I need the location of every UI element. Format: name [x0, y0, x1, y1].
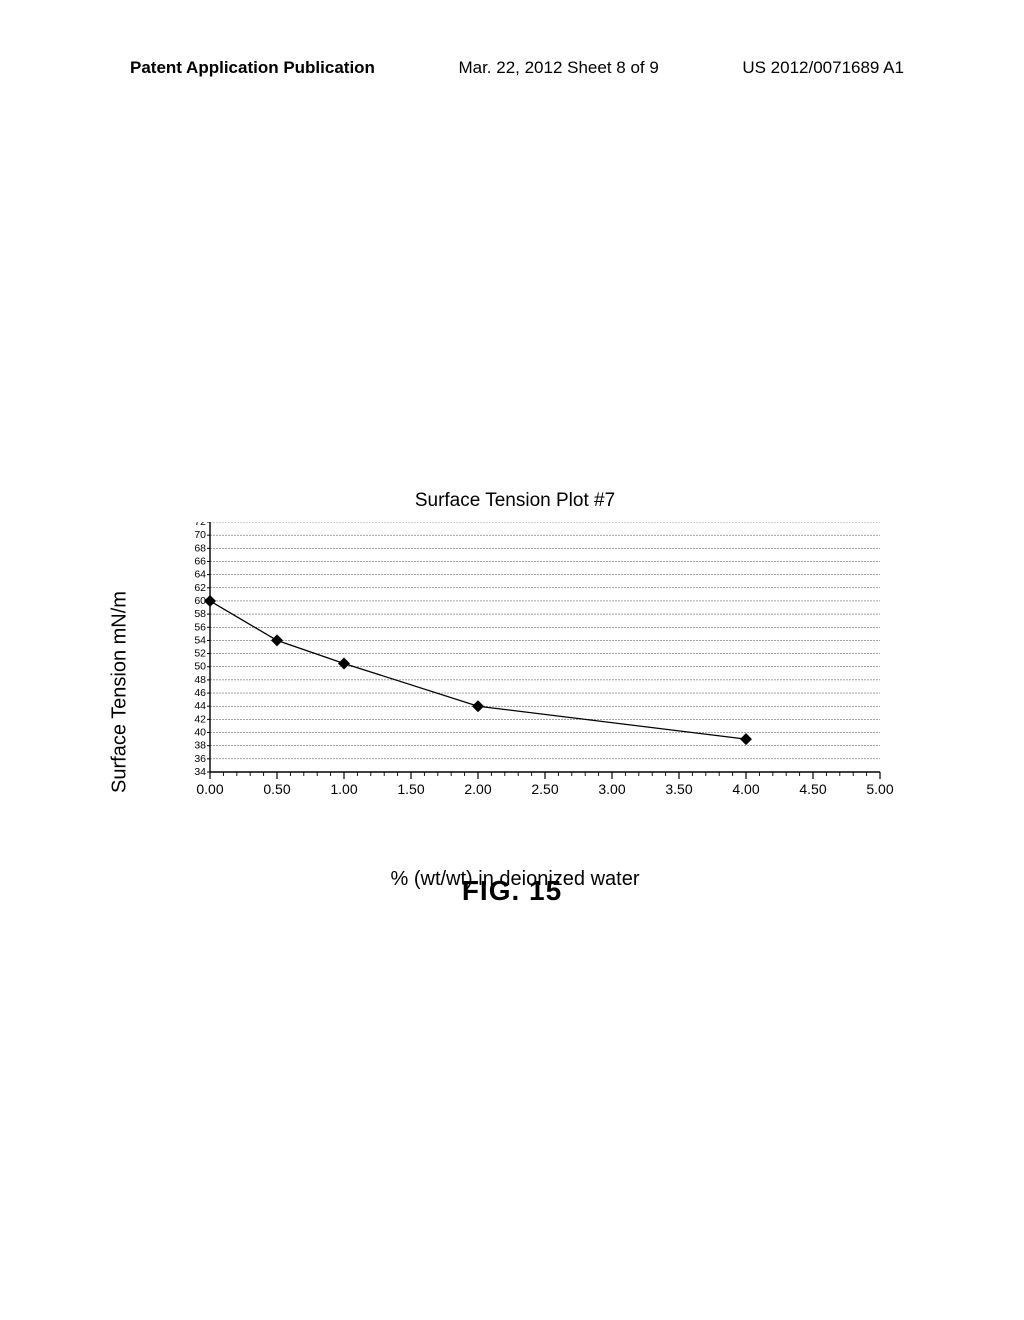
svg-text:52: 52	[194, 648, 206, 660]
chart-svg: 3436384042444648505254565860626466687072…	[130, 522, 900, 822]
svg-text:3.50: 3.50	[665, 781, 692, 797]
figure-label: FIG. 15	[0, 875, 1024, 907]
svg-text:58: 58	[194, 608, 206, 620]
svg-text:44: 44	[194, 700, 206, 712]
svg-text:48: 48	[194, 674, 206, 686]
svg-text:66: 66	[194, 555, 206, 567]
svg-text:42: 42	[194, 713, 206, 725]
chart-title: Surface Tension Plot #7	[130, 490, 900, 512]
svg-text:0.00: 0.00	[196, 781, 223, 797]
svg-text:4.50: 4.50	[799, 781, 826, 797]
svg-text:70: 70	[194, 529, 206, 541]
svg-text:56: 56	[194, 621, 206, 633]
svg-text:2.50: 2.50	[531, 781, 558, 797]
svg-text:1.50: 1.50	[397, 781, 424, 797]
svg-text:2.00: 2.00	[464, 781, 491, 797]
svg-text:38: 38	[194, 740, 206, 752]
svg-text:1.00: 1.00	[330, 781, 357, 797]
svg-text:3.00: 3.00	[598, 781, 625, 797]
chart-area: Surface Tension mN/m 3436384042444648505…	[130, 522, 900, 862]
chart-container: Surface Tension Plot #7 Surface Tension …	[130, 490, 900, 891]
svg-text:40: 40	[194, 727, 206, 739]
svg-text:0.50: 0.50	[263, 781, 290, 797]
svg-text:36: 36	[194, 753, 206, 765]
svg-text:68: 68	[194, 542, 206, 554]
header-right: US 2012/0071689 A1	[742, 58, 904, 78]
y-axis-label: Surface Tension mN/m	[109, 591, 132, 793]
svg-text:50: 50	[194, 661, 206, 673]
svg-text:4.00: 4.00	[732, 781, 759, 797]
header-left: Patent Application Publication	[130, 58, 375, 78]
svg-text:54: 54	[194, 634, 206, 646]
svg-text:5.00: 5.00	[866, 781, 893, 797]
svg-text:62: 62	[194, 582, 206, 594]
header-mid: Mar. 22, 2012 Sheet 8 of 9	[458, 58, 658, 78]
svg-text:72: 72	[194, 522, 206, 528]
svg-text:34: 34	[194, 766, 206, 778]
svg-text:64: 64	[194, 569, 206, 581]
page-header: Patent Application Publication Mar. 22, …	[0, 58, 1024, 78]
svg-text:46: 46	[194, 687, 206, 699]
